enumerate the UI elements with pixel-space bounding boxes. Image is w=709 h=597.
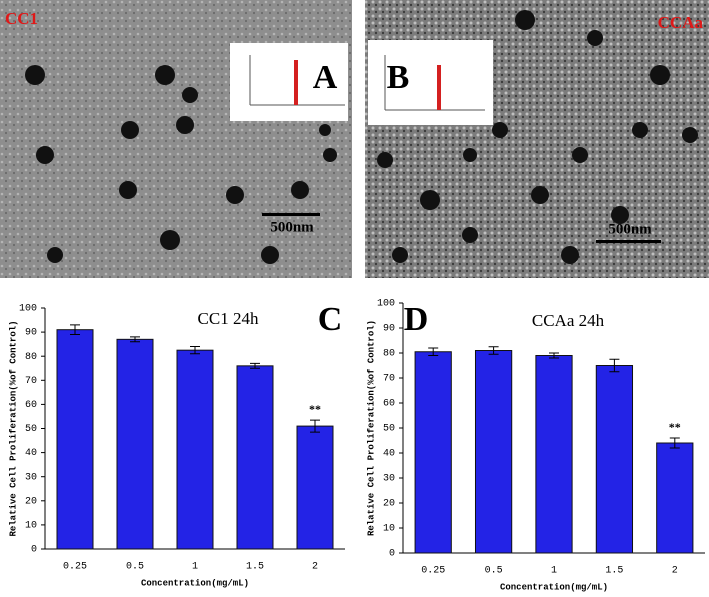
y-tick-label: 0 <box>31 545 37 556</box>
y-tick-label: 90 <box>25 328 37 339</box>
error-bar <box>428 347 439 356</box>
y-tick-label: 30 <box>383 474 395 485</box>
bar <box>535 355 573 554</box>
x-tick-label: 1.5 <box>246 562 264 573</box>
error-bar <box>70 324 80 336</box>
scale-bar-label: 500nm <box>608 221 652 237</box>
bar <box>656 442 694 554</box>
y-tick-label: 40 <box>25 448 37 459</box>
y-tick-label: 40 <box>383 449 395 460</box>
y-tick-label: 20 <box>383 499 395 510</box>
x-tick-label: 2 <box>672 566 678 577</box>
tem-image-a <box>0 0 352 278</box>
y-tick-label: 60 <box>383 399 395 410</box>
chart-title: CCAa 24h <box>532 311 605 330</box>
error-bar <box>190 346 200 355</box>
panel-label: C <box>318 301 343 338</box>
y-tick-label: 30 <box>25 472 37 483</box>
y-tick-label: 70 <box>25 376 37 387</box>
y-axis-label: Relative Cell Proliferation(%of Control) <box>8 320 18 536</box>
y-tick-label: 70 <box>383 374 395 385</box>
error-bar <box>488 346 499 355</box>
bar <box>414 351 452 554</box>
x-tick-label: 0.5 <box>126 562 144 573</box>
tem-image-b <box>365 0 709 278</box>
bar <box>474 350 513 554</box>
chart-title: CC1 24h <box>198 309 259 328</box>
scale-bar-label: 500nm <box>270 219 314 235</box>
annotation: ** <box>309 402 321 416</box>
x-tick-label: 1 <box>551 566 557 577</box>
y-tick-label: 10 <box>25 521 37 532</box>
x-tick-label: 1 <box>192 562 198 573</box>
y-tick-label: 50 <box>383 424 395 435</box>
annotation: ** <box>669 420 681 434</box>
x-axis-label: Concentration(mg/mL) <box>500 582 608 592</box>
bar <box>595 365 634 554</box>
error-bar <box>250 362 260 369</box>
bar <box>56 329 94 550</box>
y-tick-label: 10 <box>383 524 395 535</box>
x-tick-label: 0.25 <box>421 566 445 577</box>
bar <box>116 338 154 550</box>
x-axis-label: Concentration(mg/mL) <box>141 578 249 588</box>
y-tick-label: 80 <box>25 352 37 363</box>
image-label: CC1 <box>5 9 38 28</box>
bar <box>176 349 214 550</box>
bar <box>296 425 334 550</box>
error-bar <box>669 437 680 449</box>
y-tick-label: 50 <box>25 424 37 435</box>
panel-label: A <box>313 59 338 96</box>
error-bar <box>609 358 620 373</box>
error-bar <box>130 336 140 343</box>
x-tick-label: 0.25 <box>63 562 87 573</box>
x-tick-label: 1.5 <box>605 566 623 577</box>
x-tick-label: 2 <box>312 562 318 573</box>
bar <box>236 365 274 550</box>
panel-label: D <box>404 301 429 338</box>
image-label: CCAa <box>658 13 704 32</box>
y-tick-label: 20 <box>25 496 37 507</box>
error-bar <box>549 352 559 359</box>
y-tick-label: 100 <box>19 304 37 315</box>
panel-label: B <box>387 59 410 96</box>
y-axis-label: Relative Cell Proliferation(%of Control) <box>366 320 376 536</box>
y-tick-label: 100 <box>377 299 395 310</box>
y-tick-label: 0 <box>389 549 395 560</box>
error-bar <box>310 419 320 433</box>
y-tick-label: 90 <box>383 324 395 335</box>
y-tick-label: 60 <box>25 400 37 411</box>
x-tick-label: 0.5 <box>485 566 503 577</box>
y-tick-label: 80 <box>383 349 395 360</box>
